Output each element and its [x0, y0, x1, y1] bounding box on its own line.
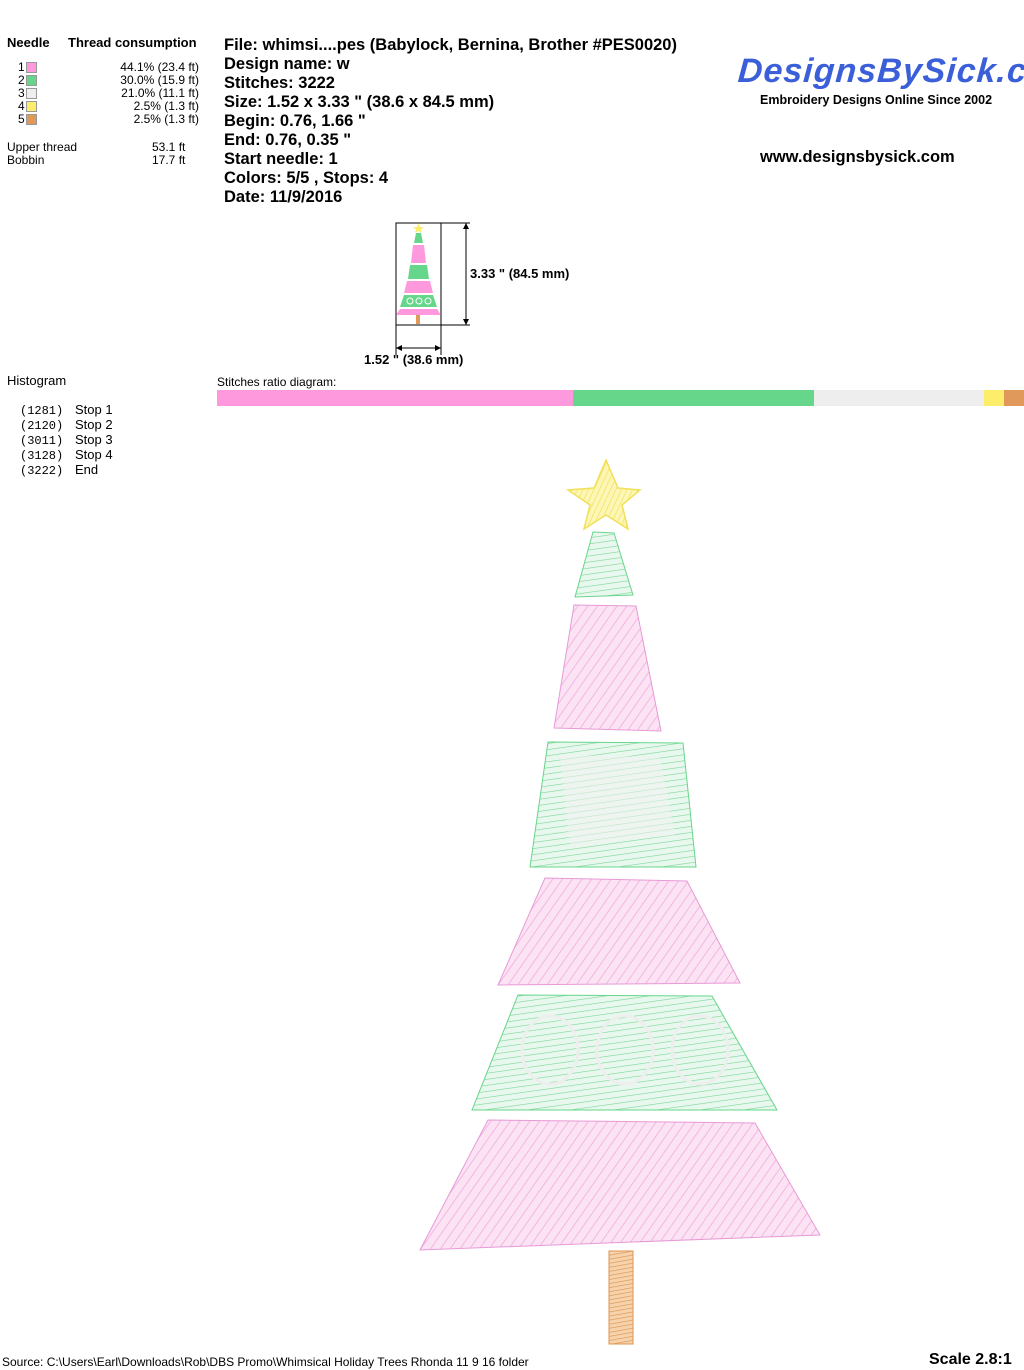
ratio-segment-1	[217, 390, 573, 406]
upper-thread-label: Upper thread	[7, 140, 78, 154]
tree-tier-5	[471, 994, 778, 1111]
colors-stops-line: Colors: 5/5 , Stops: 4	[224, 169, 389, 187]
needle-number: 1	[18, 60, 25, 74]
histogram-label: Stop 4	[75, 447, 113, 462]
tree-star	[565, 458, 642, 531]
design-preview	[419, 458, 821, 1345]
tier-5-ornament-3	[670, 1014, 730, 1086]
stitches-ratio-bar	[217, 390, 1024, 406]
design-thumbnail	[395, 222, 470, 355]
histogram-count: (3222)	[20, 464, 64, 478]
histogram-row: (3222) End	[20, 462, 99, 478]
needle-color-swatch	[26, 101, 37, 113]
needle-color-swatch	[26, 62, 37, 74]
needle-number: 2	[18, 73, 25, 87]
tree-trunk	[608, 1250, 634, 1345]
date-line: Date: 11/9/2016	[224, 188, 343, 206]
histogram-row: (1281) Stop 1	[20, 402, 113, 418]
thread-consumption-header: Thread consumption	[68, 35, 197, 50]
design-info: File: whimsi....pes (Babylock, Bernina, …	[224, 36, 677, 207]
needle-consumption: 2.5% (1.3 ft)	[133, 112, 199, 126]
histogram-count: (2120)	[20, 419, 64, 433]
tier-5-ornament-1	[520, 1014, 580, 1086]
needle-consumption: 30.0% (15.9 ft)	[120, 73, 199, 87]
needle-color-swatch	[26, 114, 37, 126]
histogram-row: (3128) Stop 4	[20, 447, 113, 463]
needle-number: 5	[18, 112, 25, 126]
tree-tier-3-highlight	[560, 755, 675, 847]
source-path: Source: C:\Users\Earl\Downloads\Rob\DBS …	[2, 1355, 529, 1369]
needle-row: 2 30.0% (15.9 ft)	[18, 74, 203, 87]
histogram-row: (3011) Stop 3	[20, 432, 113, 448]
bobbin-value: 17.7 ft	[152, 153, 186, 167]
needle-number: 4	[18, 99, 25, 113]
needle-row: 4 2.5% (1.3 ft)	[18, 100, 203, 113]
begin-line: Begin: 0.76, 1.66 "	[224, 112, 366, 130]
tier-5-ornament-2	[595, 1014, 655, 1086]
histogram-row: (2120) Stop 2	[20, 417, 113, 433]
ratio-segment-2	[572, 390, 815, 406]
size-line: Size: 1.52 x 3.33 " (38.6 x 84.5 mm)	[224, 93, 495, 111]
brand-url[interactable]: www.designsbysick.com	[760, 148, 955, 166]
design-name-line: Design name: w	[224, 55, 350, 73]
ratio-label: Stitches ratio diagram:	[217, 375, 337, 389]
width-dimension-label: 1.52 " (38.6 mm)	[364, 352, 464, 367]
brand-logo: DesignsBySick.com	[736, 52, 1024, 90]
needle-consumption: 44.1% (23.4 ft)	[120, 60, 199, 74]
ratio-segment-5	[1003, 390, 1024, 406]
needle-row: 1 44.1% (23.4 ft)	[18, 61, 203, 74]
end-line: End: 0.76, 0.35 "	[224, 131, 352, 149]
needle-consumption: 2.5% (1.3 ft)	[133, 99, 199, 113]
tree-tier-2	[553, 604, 662, 732]
file-line: File: whimsi....pes (Babylock, Bernina, …	[224, 36, 677, 54]
bobbin-label: Bobbin	[7, 153, 45, 167]
ratio-segment-4	[983, 390, 1004, 406]
histogram-count: (1281)	[20, 404, 64, 418]
histogram-label: Stop 1	[75, 402, 113, 417]
stitches-line: Stitches: 3222	[224, 74, 335, 92]
start-needle-line: Start needle: 1	[224, 150, 338, 168]
needle-color-swatch	[26, 75, 37, 87]
histogram-count: (3128)	[20, 449, 64, 463]
histogram-title: Histogram	[7, 373, 67, 388]
upper-thread-value: 53.1 ft	[152, 140, 186, 154]
histogram-label: End	[75, 462, 99, 477]
scale-label: Scale 2.8:1	[929, 1351, 1012, 1368]
needle-row: 3 21.0% (11.1 ft)	[18, 87, 203, 100]
tree-tier-4	[497, 877, 741, 986]
needle-color-swatch	[26, 88, 37, 100]
histogram-label: Stop 2	[75, 417, 113, 432]
histogram-label: Stop 3	[75, 432, 113, 447]
tree-tier-6	[419, 1119, 821, 1251]
histogram-count: (3011)	[20, 434, 64, 448]
needle-consumption: 21.0% (11.1 ft)	[121, 86, 199, 100]
height-dimension-label: 3.33 " (84.5 mm)	[470, 266, 570, 281]
needle-row: 5 2.5% (1.3 ft)	[18, 113, 203, 126]
ratio-segment-3	[814, 390, 984, 406]
needle-header: Needle	[7, 35, 50, 50]
tree-tier-1	[574, 531, 634, 598]
needle-number: 3	[18, 86, 25, 100]
brand-tagline: Embroidery Designs Online Since 2002	[760, 93, 993, 107]
